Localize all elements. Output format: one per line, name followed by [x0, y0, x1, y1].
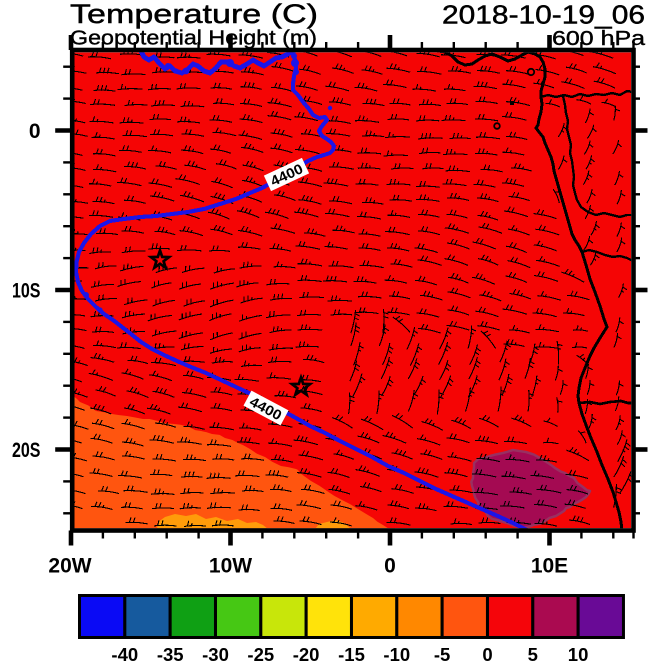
svg-text:2018-10-19_06: 2018-10-19_06 [442, 0, 645, 30]
svg-text:-10: -10 [383, 644, 410, 665]
svg-text:-35: -35 [157, 644, 184, 665]
svg-text:10S: 10S [12, 280, 41, 303]
svg-text:10E: 10E [531, 555, 568, 578]
svg-text:-30: -30 [202, 644, 229, 665]
svg-text:0: 0 [384, 555, 396, 578]
svg-text:-5: -5 [434, 644, 450, 665]
svg-text:10W: 10W [209, 555, 252, 578]
svg-text:20S: 20S [12, 439, 41, 462]
svg-text:600 hPa: 600 hPa [552, 27, 646, 50]
svg-text:20W: 20W [48, 555, 91, 578]
svg-text:Geopotential Height (m): Geopotential Height (m) [70, 27, 317, 50]
svg-text:0: 0 [482, 644, 492, 665]
svg-text:-20: -20 [293, 644, 320, 665]
svg-text:-25: -25 [247, 644, 274, 665]
svg-text:10: 10 [568, 644, 589, 665]
svg-text:-40: -40 [111, 644, 138, 665]
svg-text:Temperature (C): Temperature (C) [70, 0, 318, 29]
svg-text:-15: -15 [338, 644, 365, 665]
svg-text:5: 5 [528, 644, 538, 665]
svg-text:0: 0 [29, 120, 41, 143]
